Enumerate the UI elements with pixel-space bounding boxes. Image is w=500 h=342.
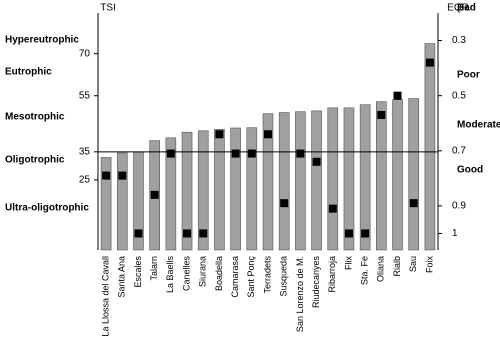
eqr-class: Moderate (457, 120, 500, 131)
x-tick-label: Talarn (149, 256, 159, 281)
bar (295, 111, 306, 251)
x-tick-label: Ribarroja (327, 256, 337, 293)
bar (392, 99, 403, 251)
y2-tick-label: 0.3 (452, 35, 466, 46)
x-tick-label: Sau (408, 256, 418, 272)
y-tick-label: 25 (79, 175, 91, 186)
y-tick-label: 55 (79, 90, 91, 101)
x-tick-label: Canelles (181, 256, 191, 292)
trophic-class: Mesotrophic (5, 112, 65, 123)
x-tick-label: La Baells (165, 256, 175, 294)
bar (262, 113, 274, 251)
x-tick-label: Escales (133, 256, 143, 288)
x-tick-label: Boadella (214, 256, 224, 291)
eqr-marker (166, 149, 175, 158)
bar (181, 131, 193, 251)
eqr-marker (199, 229, 208, 238)
x-tick-label: Terradets (262, 256, 272, 294)
eqr-marker (150, 190, 159, 199)
eqr-marker (280, 199, 289, 208)
y2-tick-label: 0.9 (452, 201, 466, 212)
eqr-marker (312, 157, 321, 166)
eqr-marker (102, 171, 111, 180)
eqr-marker (344, 229, 353, 238)
eqr-marker (231, 149, 240, 158)
y2-tick-label: 1 (452, 228, 458, 239)
bar (116, 152, 128, 251)
eqr-marker (247, 149, 256, 158)
bar (408, 98, 420, 251)
bar (197, 130, 209, 251)
trophic-class: Oligotrophic (5, 155, 65, 166)
y-tick-label: 35 (79, 146, 91, 157)
x-tick-label: La Llossa del Cavall (100, 256, 110, 337)
eqr-marker (425, 58, 434, 67)
eqr-marker (393, 91, 402, 100)
bar (359, 104, 371, 251)
eqr-class: Poor (457, 70, 480, 81)
y-tick-label: 70 (79, 48, 91, 59)
x-tick-label: Camarasa (230, 256, 240, 298)
trophic-class: Eutrophic (5, 67, 52, 78)
eqr-marker (215, 130, 224, 139)
bar (214, 129, 225, 251)
eqr-marker (134, 229, 143, 238)
bar (376, 101, 387, 251)
x-tick-label: San Lorenzo de M. (295, 256, 305, 332)
y2-tick-label: 0.5 (452, 90, 466, 101)
bar (278, 112, 290, 251)
x-tick-label: Foix (424, 256, 434, 274)
x-tick-label: Flix (343, 256, 353, 270)
bar (343, 107, 355, 251)
eqr-marker (183, 229, 192, 238)
eqr-marker (328, 204, 337, 213)
eqr-marker (377, 110, 386, 119)
trophic-class: Ultra-oligotrophic (5, 203, 89, 214)
eqr-marker (361, 229, 370, 238)
y2-axis-title: EQR (447, 3, 469, 14)
y-axis-title: TSI (100, 3, 116, 14)
trophic-class: Hypereutrophic (5, 35, 79, 46)
bar (165, 137, 177, 251)
x-tick-label: Rialb (392, 256, 402, 277)
eqr-class: Bad (457, 3, 476, 14)
y2-tick-label: 0.7 (452, 145, 466, 156)
bar (100, 157, 112, 251)
x-tick-label: Oliana (376, 256, 386, 282)
eqr-class: Good (457, 165, 483, 176)
bar (230, 127, 241, 251)
x-tick-label: Siurana (198, 256, 208, 287)
bar (311, 110, 322, 251)
eqr-marker (118, 171, 127, 180)
x-tick-label: Susqueda (279, 256, 289, 297)
eqr-marker (264, 130, 272, 139)
bar (246, 127, 258, 251)
x-tick-label: Riudecanyes (311, 256, 321, 309)
x-tick-label: Santa Ana (117, 256, 127, 298)
x-tick-label: Sta. Fe (360, 256, 370, 285)
eqr-marker (409, 199, 418, 208)
bar (424, 43, 436, 251)
bar (327, 107, 339, 251)
eqr-marker (296, 149, 305, 158)
x-tick-label: Sant Ponç (246, 256, 256, 298)
